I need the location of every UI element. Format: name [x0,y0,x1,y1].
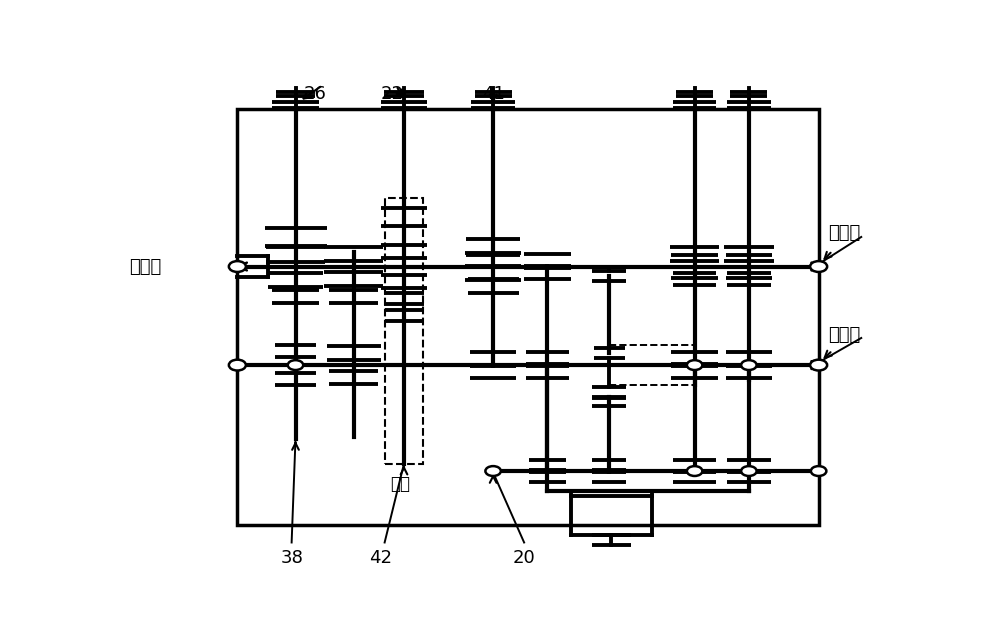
Circle shape [485,466,501,476]
Text: 42: 42 [369,548,392,567]
Bar [385,198,423,463]
Circle shape [741,360,757,370]
Text: 41: 41 [482,84,505,102]
Circle shape [687,466,702,476]
Text: 26: 26 [303,84,326,102]
Bar [237,109,819,525]
Text: 20: 20 [513,548,536,567]
Circle shape [811,466,826,476]
Text: 22: 22 [381,84,404,102]
Text: 38: 38 [280,548,303,567]
Text: 输出轴: 输出轴 [828,224,860,242]
Circle shape [288,360,303,370]
Text: 五档: 五档 [390,475,410,493]
Circle shape [229,360,246,371]
Text: 输入轴: 输入轴 [129,257,161,276]
Circle shape [810,261,827,272]
Text: 中间轴: 中间轴 [828,326,860,344]
Circle shape [229,261,246,272]
Circle shape [810,360,827,371]
Circle shape [687,360,702,370]
Circle shape [741,466,757,476]
